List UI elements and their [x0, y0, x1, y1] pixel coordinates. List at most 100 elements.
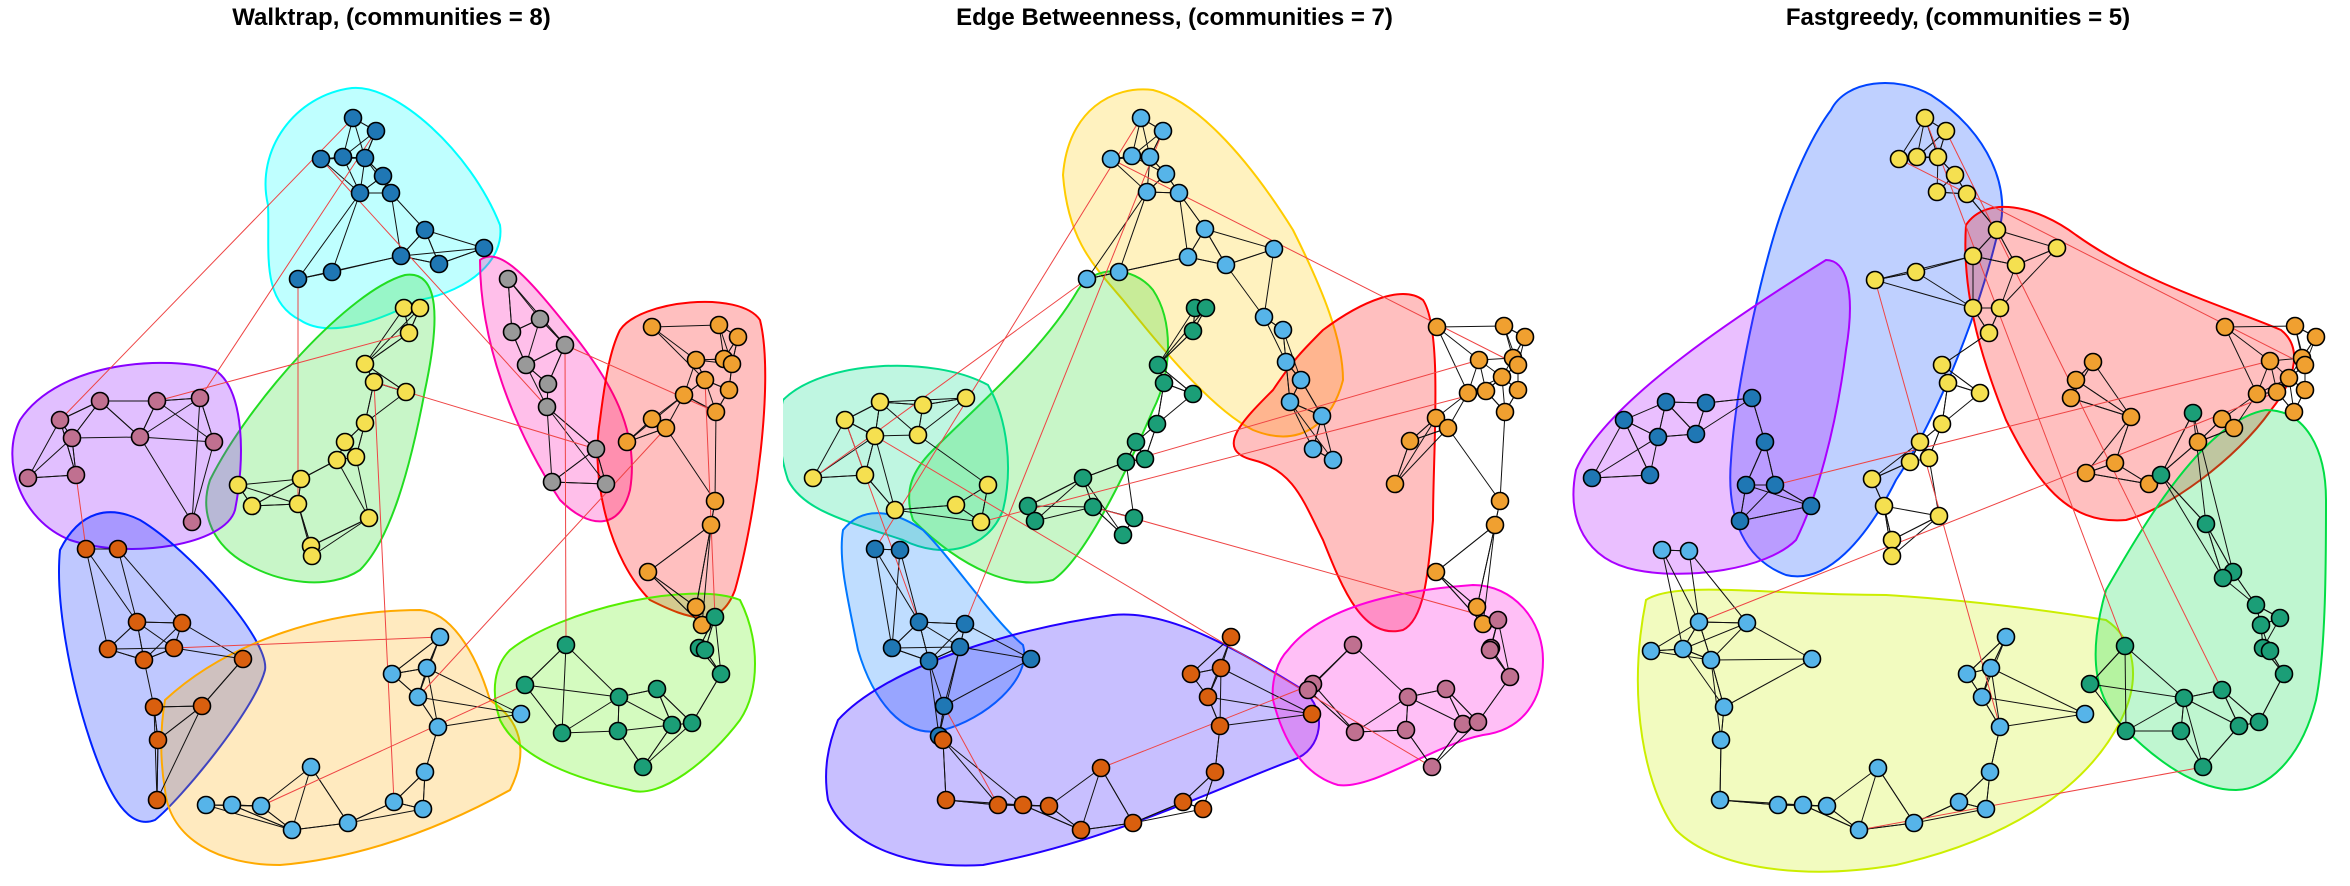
network-graph-walktrap: [11, 86, 767, 867]
edge: [1034, 477, 1084, 522]
graph-node: [1673, 639, 1693, 659]
graph-node: [1996, 627, 2016, 647]
graph-node: [1889, 149, 1909, 169]
graph-node: [1280, 392, 1300, 412]
edge: [1719, 739, 1722, 801]
graph-node: [1427, 317, 1447, 337]
edge: [1312, 683, 1356, 733]
graph-node: [1196, 298, 1216, 318]
graph-node: [1932, 355, 1952, 375]
graph-node: [190, 388, 210, 408]
graph-node: [988, 795, 1008, 815]
edge: [1219, 667, 1222, 727]
graph-node: [2284, 402, 2304, 422]
graph-node: [1101, 149, 1121, 169]
graph-node: [1398, 687, 1418, 707]
graph-node: [596, 474, 616, 494]
edge: [2092, 361, 2132, 418]
graph-node: [2270, 608, 2290, 628]
edge: [424, 229, 485, 249]
graph-node: [919, 651, 939, 671]
graph-node: [164, 638, 184, 658]
graph-node: [1641, 641, 1661, 661]
graph-node: [130, 427, 150, 447]
graph-node: [971, 512, 991, 532]
graph-node: [1679, 541, 1699, 561]
graph-node: [1793, 795, 1813, 815]
graph-node: [76, 539, 96, 559]
edge: [1858, 767, 1879, 831]
graph-node: [1929, 506, 1949, 526]
edge: [964, 623, 1032, 660]
graph-node: [695, 640, 715, 660]
graph-node: [1980, 762, 2000, 782]
panel-fastgreedy: Fastgreedy, (communities = 5): [1566, 0, 2350, 886]
edge: [1877, 767, 1915, 824]
graph-node: [1073, 468, 1093, 488]
graph-node: [1091, 758, 1111, 778]
graph-node: [909, 612, 929, 632]
edge: [1941, 332, 1990, 366]
edge: [1661, 549, 1684, 650]
graph-node: [2246, 595, 2266, 615]
graph-node: [1467, 597, 1487, 617]
graph-node: [2188, 432, 2208, 452]
graph-node: [728, 327, 748, 347]
graph-node: [2249, 712, 2269, 732]
graph-node: [1686, 424, 1706, 444]
graph-node: [1689, 612, 1709, 632]
edge: [27, 419, 61, 479]
graph-node: [1396, 720, 1416, 740]
edge: [1499, 411, 1506, 502]
edge: [251, 478, 302, 507]
graph-node: [1156, 164, 1176, 184]
edge: [1915, 271, 1974, 309]
graph-node: [1711, 730, 1731, 750]
graph-node: [1696, 393, 1716, 413]
graph-node: [1276, 352, 1296, 372]
edge: [1225, 264, 1265, 318]
community-hull: [1637, 588, 2134, 873]
edge: [1591, 436, 1659, 479]
graph-node: [366, 121, 386, 141]
graph-node: [1927, 182, 1947, 202]
community-hull: [908, 270, 1169, 584]
edge: [156, 400, 215, 443]
graph-node: [955, 614, 975, 634]
graph-node: [913, 395, 933, 415]
edge: [2124, 645, 2185, 699]
graph-node: [335, 432, 355, 452]
edge: [1623, 419, 1651, 476]
graph-node: [1990, 717, 2010, 737]
graph-node: [1868, 758, 1888, 778]
graph-node: [2174, 688, 2194, 708]
edge: [1928, 457, 1940, 517]
panel-title: Fastgreedy, (communities = 5): [1785, 4, 2131, 31]
edge: [297, 192, 361, 280]
edge: [1289, 401, 1334, 461]
graph-node: [885, 500, 905, 520]
graph-node: [359, 508, 379, 528]
graph-node: [429, 254, 449, 274]
graph-node: [1495, 402, 1515, 422]
graph-node: [282, 820, 302, 840]
graph-node: [705, 491, 725, 511]
graph-node: [413, 799, 433, 819]
graph-node: [617, 432, 637, 452]
edge: [107, 647, 175, 650]
graph-node: [865, 539, 885, 559]
edge: [201, 658, 244, 707]
graph-node: [394, 298, 414, 318]
graph-node: [511, 704, 531, 724]
graph-node: [908, 425, 928, 445]
graph-node: [1123, 813, 1143, 833]
graph-node: [638, 562, 658, 582]
edge: [1802, 804, 1860, 831]
graph-node: [1963, 246, 1983, 266]
edge: [1710, 659, 1722, 741]
graph-node: [410, 298, 430, 318]
edge: [1118, 256, 1189, 273]
graph-node: [695, 370, 715, 390]
graph-node: [430, 627, 450, 647]
edge: [1695, 397, 1753, 435]
